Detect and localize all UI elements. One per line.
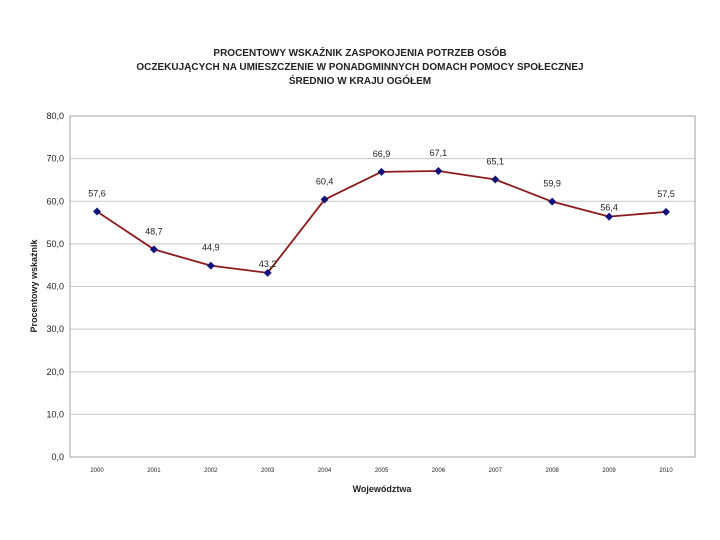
data-point-marker bbox=[605, 212, 614, 221]
y-tick-label: 50,0 bbox=[46, 239, 64, 249]
data-point-marker bbox=[206, 261, 215, 270]
x-tick-label: 2004 bbox=[318, 468, 332, 474]
x-tick-label: 2003 bbox=[261, 468, 275, 474]
data-label: 60,4 bbox=[316, 177, 334, 187]
data-point-marker bbox=[149, 245, 158, 254]
data-label: 56,4 bbox=[600, 203, 618, 213]
data-label: 43,2 bbox=[259, 259, 277, 269]
data-label: 66,9 bbox=[373, 149, 391, 159]
x-tick-label: 2010 bbox=[659, 468, 673, 474]
data-label: 48,7 bbox=[145, 226, 163, 236]
x-tick-label: 2005 bbox=[375, 468, 389, 474]
y-tick-label: 0,0 bbox=[51, 452, 64, 462]
data-point-marker bbox=[662, 207, 670, 216]
chart-title-line-3: ŚREDNIO W KRAJU OGÓŁEM bbox=[289, 74, 431, 87]
series-line bbox=[96, 170, 667, 274]
data-label: 67,1 bbox=[430, 148, 448, 158]
x-tick-label: 2007 bbox=[489, 468, 503, 474]
y-tick-label: 40,0 bbox=[46, 282, 64, 292]
data-label: 57,6 bbox=[88, 188, 106, 198]
data-point-marker bbox=[434, 166, 443, 175]
x-tick-label: 2000 bbox=[90, 468, 104, 474]
data-point-marker bbox=[320, 195, 329, 204]
data-point-marker bbox=[491, 175, 500, 184]
x-tick-label: 2006 bbox=[432, 468, 446, 474]
y-tick-label: 30,0 bbox=[46, 324, 64, 334]
y-tick-label: 70,0 bbox=[46, 154, 64, 164]
series-markers bbox=[93, 166, 670, 277]
chart-title-line-1: PROCENTOWY WSKAŹNIK ZASPOKOJENIA POTRZEB… bbox=[213, 46, 506, 59]
data-point-marker bbox=[93, 207, 101, 216]
x-tick-label: 2008 bbox=[546, 468, 560, 474]
data-label: 65,1 bbox=[487, 157, 505, 167]
x-axis-label: Województwa bbox=[353, 484, 413, 494]
y-tick-label: 80,0 bbox=[46, 111, 64, 121]
y-tick-label: 20,0 bbox=[46, 367, 64, 377]
chart-title-line-2: OCZEKUJĄCYCH NA UMIESZCZENIE W PONADGMIN… bbox=[136, 62, 583, 73]
data-label: 57,5 bbox=[657, 189, 675, 199]
data-label: 44,9 bbox=[202, 243, 220, 253]
data-point-marker bbox=[263, 268, 272, 277]
plot-area-frame bbox=[69, 115, 696, 458]
data-labels: 57,6 48,7 44,9 43,2 60,4 66,9 67,1 65,1 59,9 56,4… bbox=[88, 148, 675, 269]
x-axis-ticks: 2000 2001 2002 2003 2004 2005 2006 2007 2008 2009… bbox=[90, 468, 673, 474]
gridlines bbox=[70, 158, 695, 415]
chart-title: PROCENTOWY WSKAŹNIK ZASPOKOJENIA POTRZEB… bbox=[136, 46, 583, 87]
data-label: 59,9 bbox=[543, 179, 561, 189]
y-tick-label: 60,0 bbox=[46, 196, 64, 206]
y-axis-label: Procentowy wskaźnik bbox=[29, 238, 39, 332]
x-tick-label: 2002 bbox=[204, 468, 218, 474]
x-tick-label: 2009 bbox=[602, 468, 616, 474]
x-tick-label: 2001 bbox=[147, 468, 161, 474]
y-axis-ticks: 0,0 10,0 20,0 30,0 40,0 50,0 60,0 70,0 80,0 bbox=[46, 111, 64, 462]
data-point-marker bbox=[548, 197, 557, 206]
data-point-marker bbox=[377, 167, 386, 176]
y-tick-label: 10,0 bbox=[46, 409, 64, 419]
